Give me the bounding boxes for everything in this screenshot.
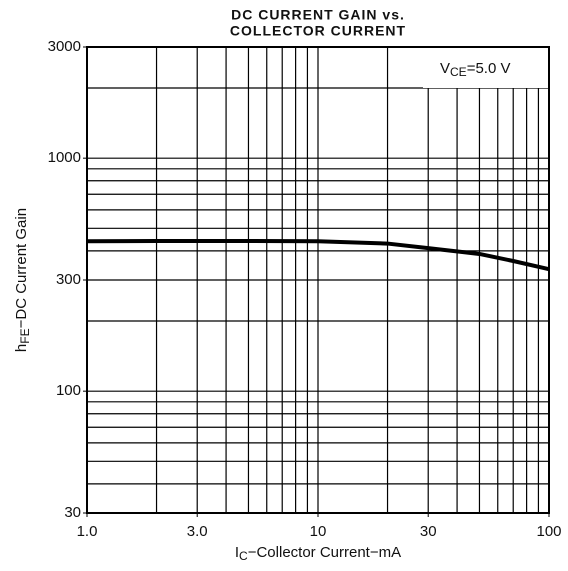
y-tick-label: 300 xyxy=(56,271,81,288)
x-tick-label: 10 xyxy=(310,523,327,540)
x-tick-label: 1.0 xyxy=(77,523,98,540)
chart-title: COLLECTOR CURRENT xyxy=(230,23,406,39)
annotation-box xyxy=(423,48,548,88)
grid xyxy=(86,46,550,514)
y-tick-label: 30 xyxy=(64,504,81,521)
x-label-symbol: I xyxy=(235,544,239,561)
x-label-subscript: C xyxy=(239,549,248,563)
y-label-text: −DC Current Gain xyxy=(13,208,30,328)
data-line xyxy=(86,239,550,272)
annotation-subscript: CE xyxy=(450,65,467,79)
y-label-symbol: h xyxy=(13,344,30,352)
annotation-symbol: V xyxy=(440,60,450,77)
y-axis-label: hFE−DC Current Gain xyxy=(13,208,32,352)
annotation: VCE=5.0 V xyxy=(440,60,510,79)
y-label-subscript: FE xyxy=(18,328,32,343)
y-tick-label: 100 xyxy=(56,382,81,399)
x-axis-label: IC−Collector Current−mA xyxy=(235,544,401,563)
x-tick-label: 3.0 xyxy=(187,523,208,540)
y-tick-label: 3000 xyxy=(48,38,81,55)
chart-title: DC CURRENT GAIN vs. xyxy=(231,7,405,23)
annotation-text: =5.0 V xyxy=(467,60,511,77)
y-tick-label: 1000 xyxy=(48,149,81,166)
x-tick-label: 30 xyxy=(420,523,437,540)
x-tick-label: 100 xyxy=(536,523,561,540)
x-label-text: −Collector Current−mA xyxy=(248,544,401,561)
